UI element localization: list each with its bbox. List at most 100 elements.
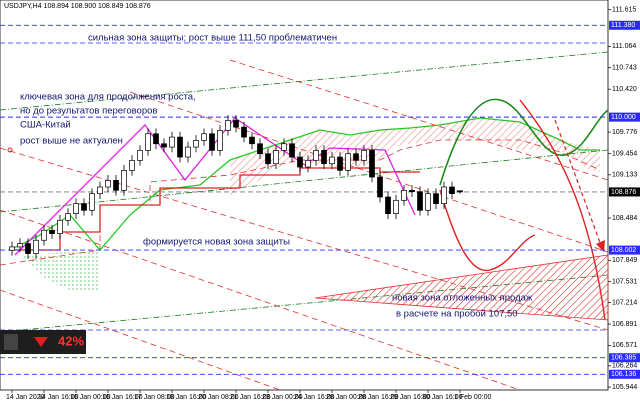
candle-body (177, 136, 183, 158)
level-label: 111.380 (611, 22, 635, 29)
y-tick-label: 106.891 (612, 321, 637, 328)
annotation: сильная зона защиты; рост выше 111,50 пр… (88, 33, 337, 44)
y-tick-label: 109.454 (612, 150, 637, 157)
level-tag (609, 245, 640, 255)
x-tick-label: 16 Jan 16:00 (102, 394, 143, 401)
x-tick-label: 24 Jan 16:00 (294, 394, 335, 401)
candle-body (345, 153, 351, 171)
candle-body (417, 191, 423, 211)
level-tag (609, 369, 640, 379)
candle-body (313, 150, 319, 161)
candle-body (9, 246, 15, 251)
candle-body (49, 229, 55, 234)
annotation: США-Китай (20, 120, 71, 131)
x-tick-label: 20 Jan 08:00 (198, 394, 239, 401)
candle-body (241, 126, 247, 138)
level-label: 106.136 (611, 371, 636, 378)
y-tick-label: 107.849 (612, 257, 637, 264)
candle-body (449, 186, 455, 195)
candle-body (137, 150, 143, 161)
candle-body (233, 120, 239, 128)
level-label: 106.385 (611, 355, 636, 362)
candle-body (73, 203, 79, 214)
candle-body (41, 229, 47, 241)
candle-body (249, 136, 255, 145)
candle-body (209, 133, 215, 151)
candle-body (33, 239, 39, 254)
y-tick-label: 106.571 (612, 342, 637, 349)
y-tick-label: 110.743 (612, 65, 637, 72)
annotation: рост выше не актуален (20, 136, 123, 147)
x-tick-label: 29 Jan 16:00 (390, 394, 431, 401)
candle-body (25, 243, 31, 254)
x-tick-label: 30 Jan 16:00 (422, 394, 463, 401)
header: USDJPY,H4 108.894 108.900 108.849 108.87… (4, 3, 151, 10)
plot-frame (0, 0, 609, 391)
widget: 42% (0, 330, 86, 354)
x-tick-label: 28 Jan 16:00 (358, 394, 399, 401)
drawings (0, 42, 609, 391)
candle-body (265, 153, 271, 165)
annotation: в расчете на пробой 107,50 (396, 309, 518, 320)
y-tick-label: 107.531 (612, 278, 637, 285)
candle-body (169, 136, 175, 148)
candle-body (289, 143, 295, 158)
candles (9, 115, 463, 259)
candle-body (121, 170, 127, 191)
candle-body (353, 153, 359, 161)
candle-body (201, 133, 207, 141)
level-label: 110.000 (611, 114, 636, 121)
x-tick-label: 14 Jan 2020 (6, 394, 45, 401)
candle-body (457, 190, 463, 193)
widget-value: 42% (58, 333, 84, 348)
candle-body (193, 140, 199, 148)
candle-body (185, 146, 191, 158)
y-tick-label: 107.214 (612, 299, 637, 306)
x-tick-label: 14 Jan 16:00 (38, 394, 79, 401)
x-tick-label: 23 Jan 00:00 (262, 394, 303, 401)
annotation: но до результатов переговоров (20, 106, 157, 117)
candle-body (297, 156, 303, 168)
candle-body (441, 186, 447, 205)
y-tick-label: 106.264 (612, 363, 637, 370)
candle-body (337, 156, 343, 171)
candle-body (273, 150, 279, 165)
y-tick-label: 111.615 (612, 6, 636, 13)
candle-body (113, 180, 119, 191)
candle-body (369, 150, 375, 178)
x-tick-label: 18 Jan 16:00 (166, 394, 207, 401)
annotation: формируется новая зона защиты (143, 237, 290, 248)
x-tick-label: 17 Jan 08:00 (134, 394, 175, 401)
candle-body (161, 143, 167, 148)
candle-body (217, 130, 223, 151)
candle-body (401, 189, 407, 201)
candle-body (305, 160, 311, 168)
annotation: ключевая зона для продолжения роста, (20, 92, 196, 103)
candle-body (65, 213, 71, 221)
candle-body (57, 219, 63, 234)
candle-body (145, 133, 151, 151)
candle-body (225, 120, 231, 131)
candle-body (129, 160, 135, 171)
candle-body (97, 186, 103, 195)
candle-body (81, 203, 87, 211)
candle-body (433, 193, 439, 205)
y-tick-label: 108.484 (612, 215, 637, 222)
x-tick-label: 21 Jan 16:00 (230, 394, 271, 401)
level-lines (0, 24, 608, 375)
candle-body (257, 143, 263, 155)
candle-body (329, 156, 335, 165)
candle-body (17, 243, 23, 248)
level-tag (609, 353, 640, 363)
level-tag (609, 20, 640, 30)
level-tag (609, 112, 640, 122)
y-tick-label: 111.064 (612, 43, 636, 50)
y-tick-label: 109.776 (612, 129, 637, 136)
candle-body (385, 196, 391, 214)
candle-body (361, 150, 367, 161)
x-tick-label: 16 Jan 00:00 (70, 394, 111, 401)
y-tick-label: 110.420 (612, 86, 637, 93)
level-label: 108.002 (611, 247, 636, 254)
candle-body (409, 189, 415, 193)
